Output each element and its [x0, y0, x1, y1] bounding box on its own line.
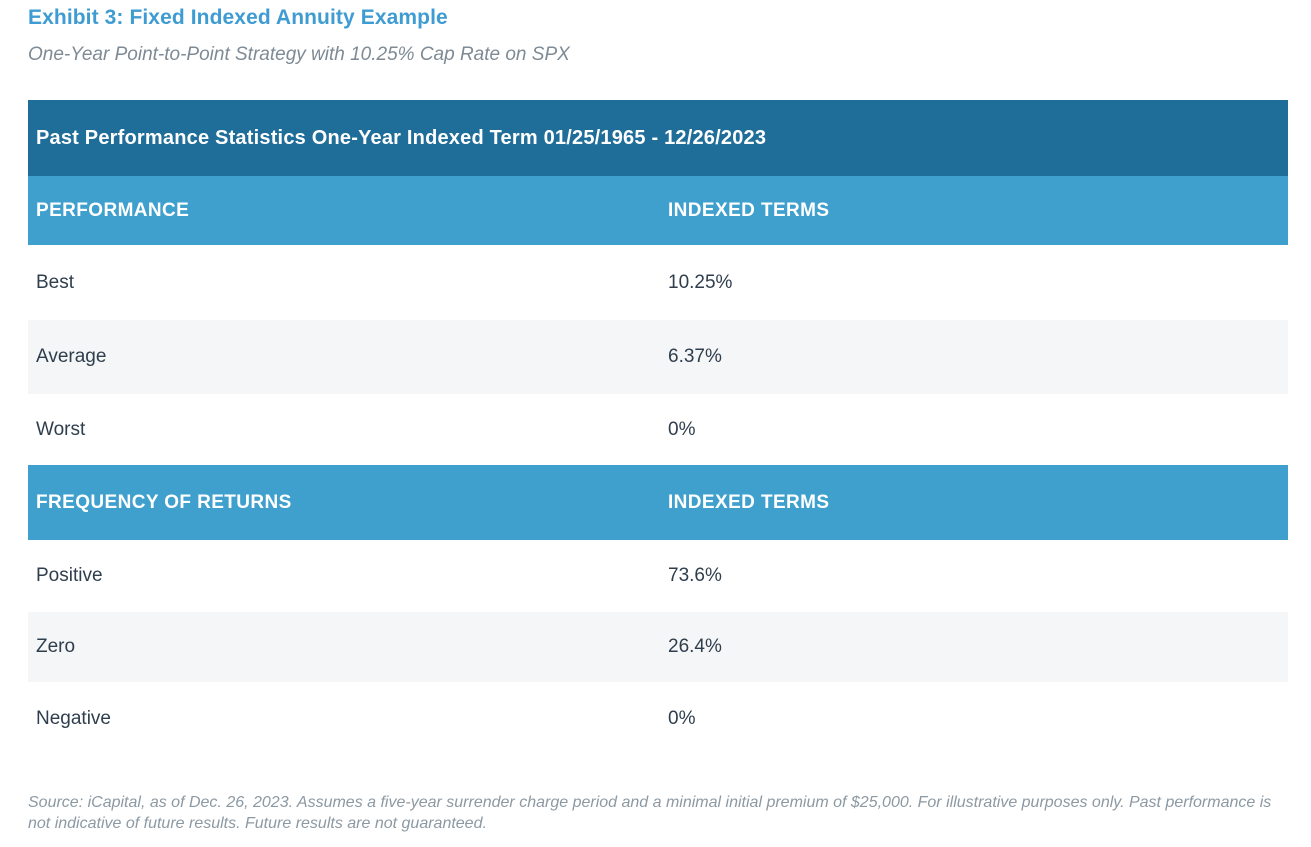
exhibit-title: Exhibit 3: Fixed Indexed Annuity Example [28, 6, 448, 29]
table-row-average: Average 6.37% [28, 320, 1288, 394]
row-value: 0% [668, 707, 696, 729]
table-row-positive: Positive 73.6% [28, 540, 1288, 612]
row-label: Zero [36, 636, 76, 657]
row-label: Best [36, 271, 75, 293]
column-header-performance: PERFORMANCE [36, 199, 190, 221]
column-header-indexed-terms: INDEXED TERMS [668, 491, 830, 513]
source-disclaimer: Source: iCapital, as of Dec. 26, 2023. A… [28, 794, 1272, 833]
frequency-section-header: FREQUENCY OF RETURNS INDEXED TERMS [28, 465, 1288, 540]
column-header-frequency-of-returns: FREQUENCY OF RETURNS [36, 491, 292, 513]
row-value: 10.25% [668, 271, 733, 293]
row-label: Negative [36, 707, 111, 729]
table-title-text: Past Performance Statistics One-Year Ind… [36, 126, 767, 149]
table-row-negative: Negative 0% [28, 682, 1288, 755]
row-label: Worst [36, 418, 86, 440]
row-value: 26.4% [668, 636, 722, 657]
row-value: 6.37% [668, 346, 722, 367]
exhibit-subtitle: One-Year Point-to-Point Strategy with 10… [28, 44, 570, 65]
row-label: Positive [36, 565, 103, 586]
performance-statistics-table: Past Performance Statistics One-Year Ind… [28, 100, 1288, 755]
table-title-bar: Past Performance Statistics One-Year Ind… [28, 100, 1288, 176]
table-row-worst: Worst 0% [28, 394, 1288, 465]
row-label: Average [36, 346, 107, 367]
row-value: 0% [668, 418, 696, 440]
column-header-indexed-terms: INDEXED TERMS [668, 199, 830, 221]
table-row-zero: Zero 26.4% [28, 612, 1288, 682]
table-row-best: Best 10.25% [28, 245, 1288, 320]
performance-section-header: PERFORMANCE INDEXED TERMS [28, 176, 1288, 245]
row-value: 73.6% [668, 565, 722, 586]
